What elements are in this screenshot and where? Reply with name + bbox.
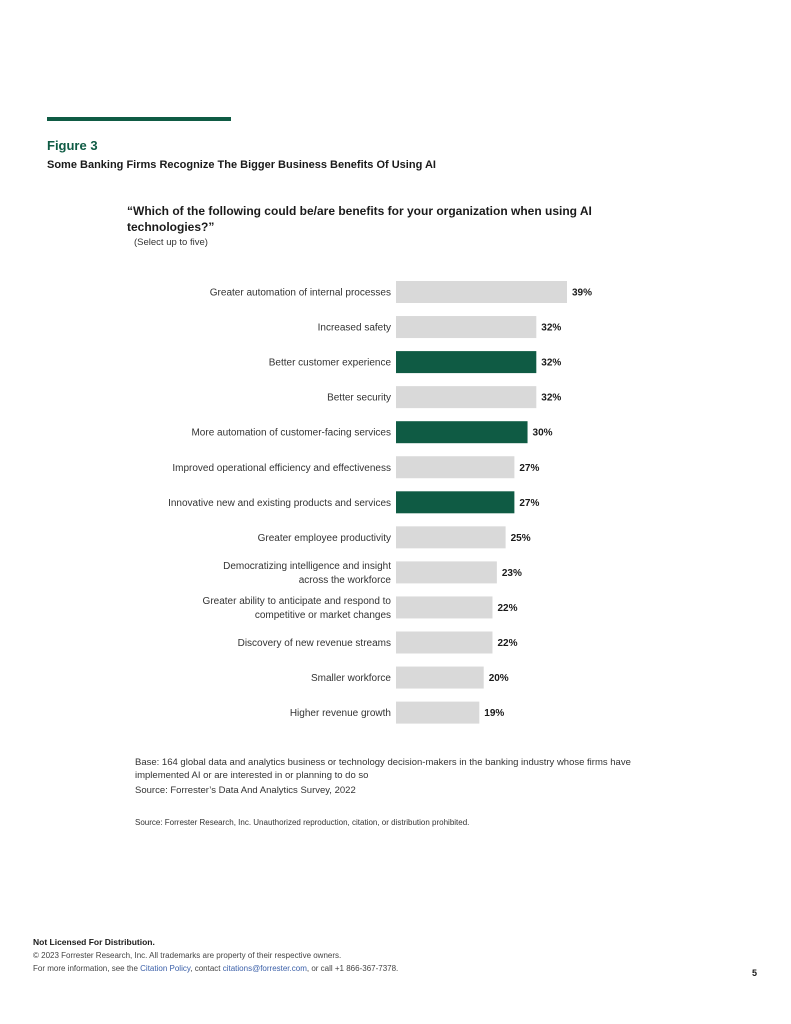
category-label-6: Innovative new and existing products and…: [168, 498, 391, 509]
category-label-3: Better security: [327, 393, 391, 404]
bar-4: [396, 421, 528, 444]
category-label-11: Smaller workforce: [311, 673, 391, 684]
contact-mid: , contact: [190, 964, 223, 973]
bar-6: [396, 491, 515, 514]
citation-policy-link[interactable]: Citation Policy: [140, 964, 191, 973]
figure-label: Figure 3: [47, 138, 98, 153]
email-link[interactable]: citations@forrester.com: [222, 964, 307, 973]
value-label-0: 39%: [572, 288, 592, 299]
bar-11: [396, 666, 484, 689]
value-label-1: 32%: [541, 323, 561, 334]
bar-1: [396, 316, 537, 339]
category-label-9-line-0: Greater ability to anticipate and respon…: [203, 596, 392, 607]
value-label-3: 32%: [541, 393, 561, 404]
value-label-7: 25%: [511, 533, 531, 544]
value-label-10: 22%: [497, 638, 517, 649]
category-label-12: Higher revenue growth: [290, 708, 391, 719]
value-label-11: 20%: [489, 673, 509, 684]
category-label-1: Increased safety: [318, 323, 391, 334]
value-label-4: 30%: [533, 428, 553, 439]
source-note: Source: Forrester’s Data And Analytics S…: [135, 785, 356, 796]
bar-12: [396, 701, 480, 724]
category-label-0: Greater automation of internal processes: [210, 288, 391, 299]
bar-10: [396, 631, 493, 654]
category-label-7: Greater employee productivity: [258, 533, 391, 544]
chart-subtitle: (Select up to five): [134, 237, 208, 248]
category-label-9-line-1: competitive or market changes: [255, 610, 391, 621]
contact-prefix: For more information, see the: [33, 964, 141, 973]
value-label-6: 27%: [519, 498, 539, 509]
chart-title: “Which of the following could be/are ben…: [127, 204, 592, 234]
bar-2: [396, 351, 537, 374]
value-label-2: 32%: [541, 358, 561, 369]
category-label-8-line-1: across the workforce: [299, 575, 392, 586]
contact-suffix: , or call +1 866-367-7378.: [306, 964, 399, 973]
bar-9: [396, 596, 493, 619]
category-label-10: Discovery of new revenue streams: [238, 638, 391, 649]
not-licensed-notice: Not Licensed For Distribution.: [33, 937, 155, 947]
page-number: 5: [752, 968, 758, 978]
value-label-5: 27%: [519, 463, 539, 474]
header-rule: [47, 117, 231, 121]
value-label-9: 22%: [497, 603, 517, 614]
bar-0: [396, 281, 567, 303]
copyright-source-note: Source: Forrester Research, Inc. Unautho…: [135, 818, 470, 827]
bar-7: [396, 526, 506, 549]
contact-info: For more information, see the Citation P…: [33, 964, 398, 973]
bar-5: [396, 456, 515, 479]
category-label-5: Improved operational efficiency and effe…: [172, 463, 391, 474]
value-label-8: 23%: [502, 568, 522, 579]
figure-title: Some Banking Firms Recognize The Bigger …: [47, 159, 436, 171]
category-label-2: Better customer experience: [269, 358, 392, 369]
category-label-4: More automation of customer-facing servi…: [191, 428, 391, 439]
bar-3: [396, 386, 537, 409]
base-note: Base: 164 global data and analytics busi…: [135, 757, 631, 781]
copyright-line: © 2023 Forrester Research, Inc. All trad…: [33, 951, 342, 960]
bar-8: [396, 561, 497, 584]
value-label-12: 19%: [484, 708, 504, 719]
bar-chart: Greater automation of internal processes…: [168, 281, 592, 724]
category-label-8-line-0: Democratizing intelligence and insight: [223, 561, 391, 572]
